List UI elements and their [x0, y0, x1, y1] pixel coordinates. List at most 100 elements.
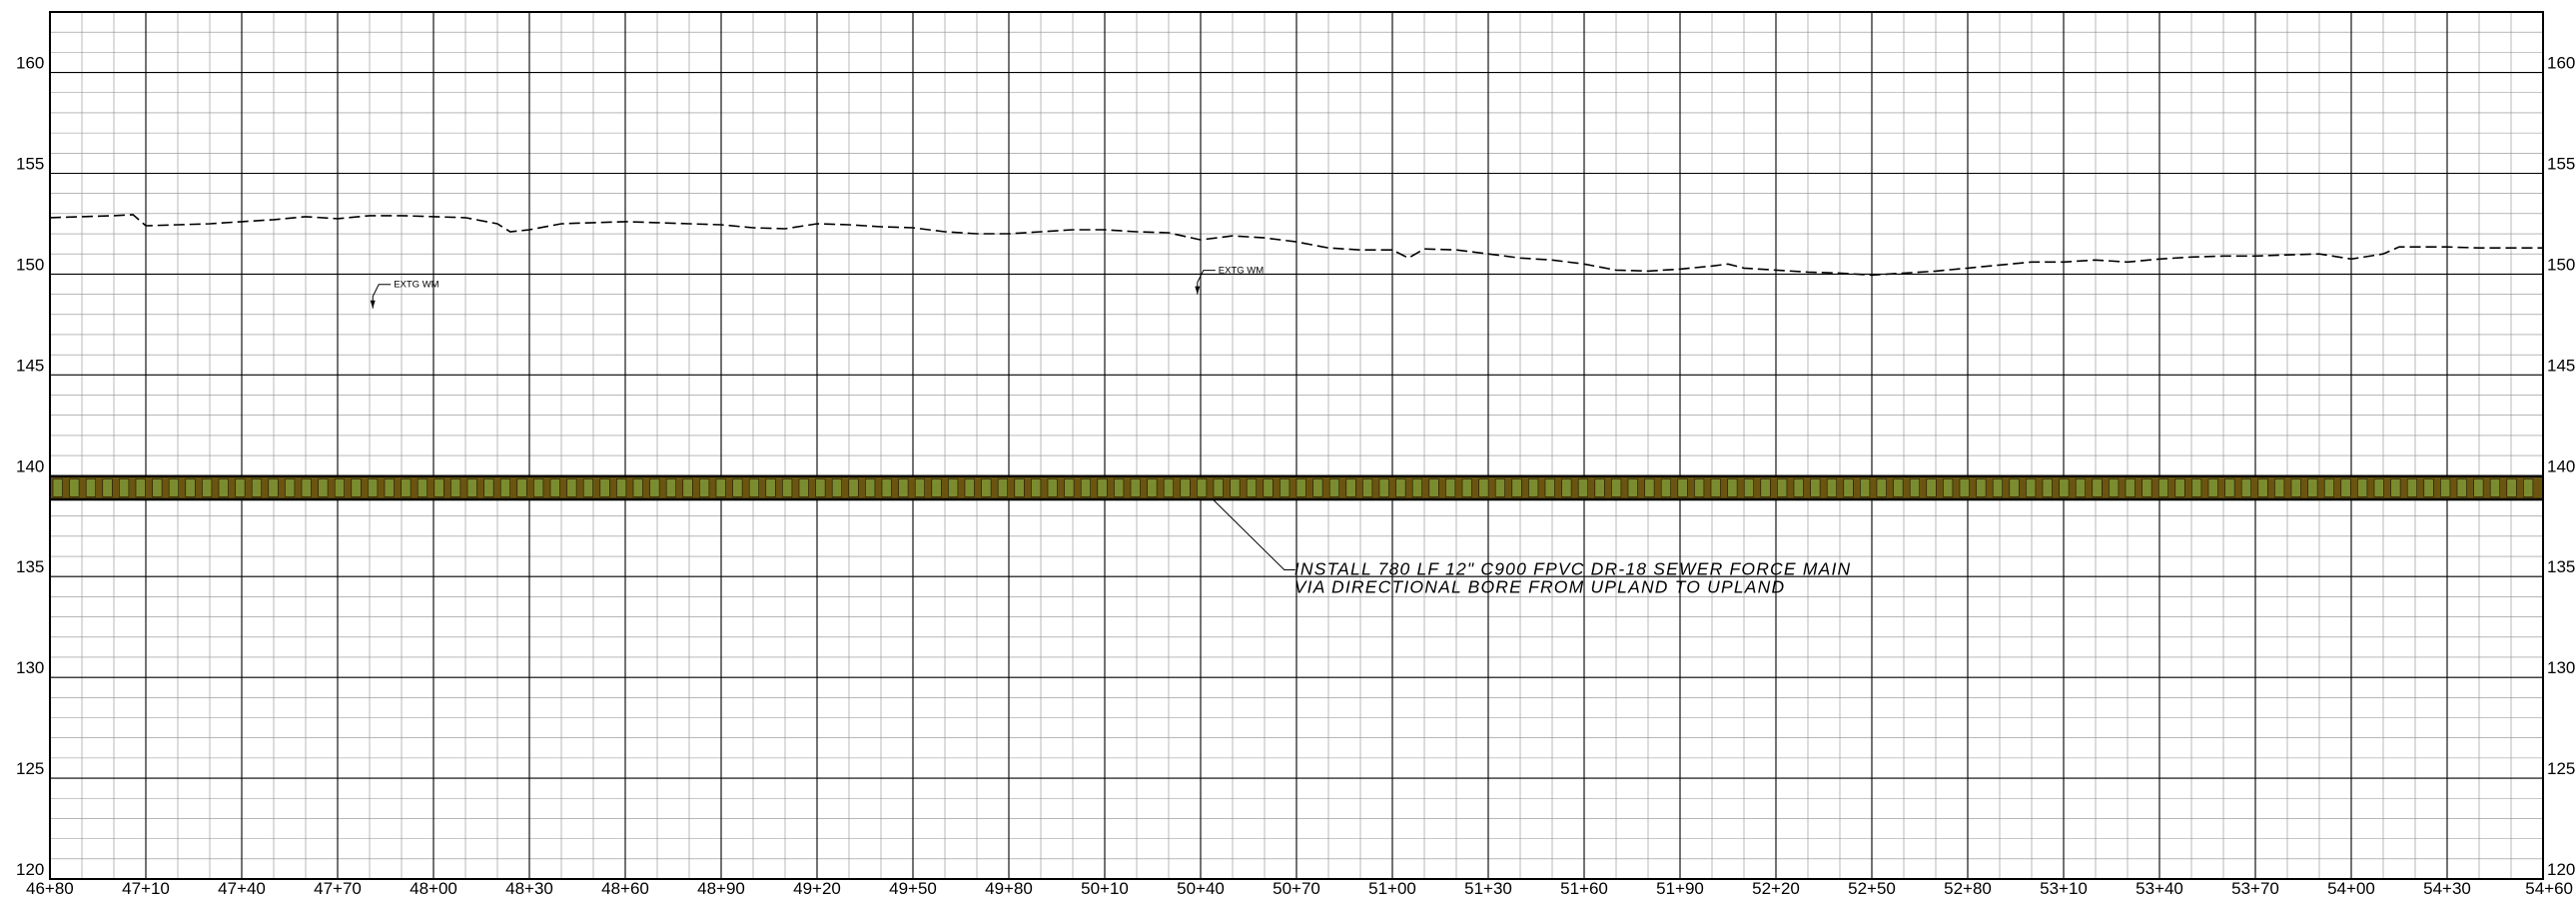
- force-main-tile: [2406, 478, 2417, 497]
- force-main-tile: [1494, 478, 1505, 497]
- force-main-tile: [765, 478, 776, 497]
- force-main-tile: [732, 478, 743, 497]
- force-main-tile: [1893, 478, 1904, 497]
- note-leader-line: [1213, 499, 1295, 571]
- callout-arrowhead: [1195, 286, 1201, 295]
- elevation-label-right: 150: [2547, 255, 2575, 274]
- force-main-tile: [1544, 478, 1555, 497]
- station-label: 46+80: [26, 879, 74, 898]
- force-main-tile: [1478, 478, 1489, 497]
- force-main-tile: [1793, 478, 1804, 497]
- force-main-tile: [1727, 478, 1738, 497]
- force-main-tile: [1362, 478, 1373, 497]
- force-main-tile: [218, 478, 229, 497]
- force-main-tile: [1080, 478, 1091, 497]
- callout-label: EXTG WM: [1219, 266, 1264, 277]
- force-main-tile: [632, 478, 643, 497]
- elevation-label-left: 120: [16, 860, 44, 879]
- force-main-tile: [682, 478, 693, 497]
- force-main-tile: [1130, 478, 1141, 497]
- force-main-tile: [1097, 478, 1108, 497]
- force-main-tile: [1594, 478, 1605, 497]
- callout-arrowhead: [370, 300, 376, 309]
- force-main-tile: [1312, 478, 1323, 497]
- force-main-tile: [1627, 478, 1638, 497]
- elevation-label-left: 150: [16, 255, 44, 274]
- force-main-tile: [466, 478, 477, 497]
- force-main-tile: [1511, 478, 1522, 497]
- force-main-tile: [549, 478, 560, 497]
- station-labels: 46+80 47+10 47+40 47+70 48+00 48+30 48+60 48+90…: [26, 879, 2573, 898]
- station-label: 51+30: [1464, 879, 1512, 898]
- force-main-tile: [1263, 478, 1274, 497]
- elevation-label-left: 145: [16, 356, 44, 375]
- station-label: 48+90: [697, 879, 745, 898]
- station-label: 49+50: [889, 879, 937, 898]
- force-main-tile: [1345, 478, 1356, 497]
- force-main-tile: [2157, 478, 2168, 497]
- force-main-tile: [665, 478, 677, 497]
- station-label: 50+10: [1081, 879, 1129, 898]
- force-main-tile: [2489, 478, 2500, 497]
- force-main-tile: [401, 478, 412, 497]
- force-main-tile: [1561, 478, 1572, 497]
- force-main-tile: [616, 478, 627, 497]
- station-label: 49+20: [793, 879, 841, 898]
- force-main-tile: [898, 478, 909, 497]
- force-main-tile: [881, 478, 892, 497]
- force-main-tile: [798, 478, 809, 497]
- force-main-tile: [1163, 478, 1174, 497]
- force-main-tile: [1428, 478, 1439, 497]
- force-main-tile: [417, 478, 429, 497]
- force-main-tile: [1943, 478, 1954, 497]
- force-main-tile: [1246, 478, 1257, 497]
- force-main-tile: [1295, 478, 1306, 497]
- force-main-tile: [1064, 478, 1075, 497]
- force-main-tile: [1031, 478, 1042, 497]
- force-main-tile: [831, 478, 843, 497]
- force-main-tile: [699, 478, 710, 497]
- force-main-tile: [2274, 478, 2285, 497]
- station-label: 52+20: [1752, 879, 1800, 898]
- force-main-tile: [1014, 478, 1025, 497]
- water-main-callout: EXTG WM: [370, 280, 439, 309]
- force-main-tile: [2290, 478, 2301, 497]
- force-main-tile: [1328, 478, 1339, 497]
- force-main-tile: [135, 478, 146, 497]
- force-main-tile: [251, 478, 262, 497]
- elevation-label-left: 140: [16, 456, 44, 475]
- station-label: 51+90: [1656, 879, 1704, 898]
- force-main-pattern: [52, 478, 2534, 497]
- force-main-tile: [2125, 478, 2136, 497]
- force-main-tile: [2240, 478, 2251, 497]
- force-main-tile: [516, 478, 527, 497]
- force-main-tile: [981, 478, 992, 497]
- elevation-label-right: 130: [2547, 658, 2575, 677]
- force-main-tile: [119, 478, 130, 497]
- force-main-tile: [533, 478, 544, 497]
- force-main-tile: [2174, 478, 2185, 497]
- force-main-tile: [1710, 478, 1721, 497]
- elevation-label-right: 135: [2547, 557, 2575, 576]
- force-main-tile: [931, 478, 942, 497]
- force-main-tile: [1047, 478, 1058, 497]
- force-main-tile: [301, 478, 312, 497]
- force-main-tile: [2142, 478, 2152, 497]
- elevation-label-right: 125: [2547, 759, 2575, 778]
- water-main-callout: EXTG WM: [1195, 266, 1264, 295]
- force-main-tile: [815, 478, 826, 497]
- elevation-label-left: 160: [16, 54, 44, 73]
- force-main-tile: [1611, 478, 1622, 497]
- force-main-tile: [1760, 478, 1771, 497]
- callout-label: EXTG WM: [394, 280, 438, 291]
- force-main-tile: [2009, 478, 2020, 497]
- force-main-tile: [2257, 478, 2268, 497]
- force-main-tile: [582, 478, 594, 497]
- plot-frame: [49, 11, 2544, 880]
- force-main-tile: [351, 478, 362, 497]
- station-label: 54+00: [2327, 879, 2375, 898]
- force-main-tile: [865, 478, 876, 497]
- force-main-tile: [2307, 478, 2318, 497]
- station-label: 48+00: [410, 879, 457, 898]
